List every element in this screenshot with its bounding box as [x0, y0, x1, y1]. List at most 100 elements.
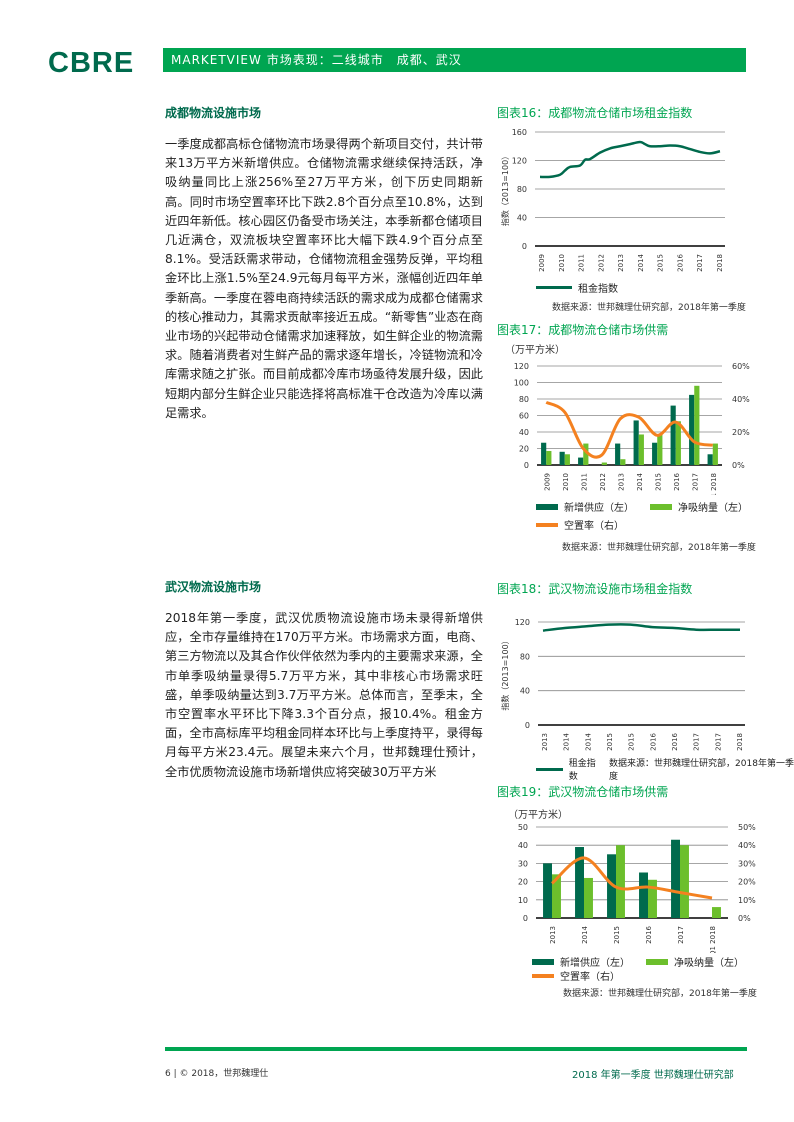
absorption-bar: [616, 845, 625, 918]
rent-index-line: [539, 140, 721, 179]
footer-right: 2018 年第一季度 世邦魏理仕研究部: [572, 1070, 734, 1081]
x-tick-label: 2013: [617, 254, 625, 272]
chart19-legend-vacancy: 空置率（右）: [532, 968, 620, 983]
chart18-source: 数据来源：世邦魏理仕研究部，2018年第一季度: [609, 759, 794, 782]
x-tick-label: 2015: [613, 926, 621, 944]
y-tick-label: 100: [514, 379, 529, 388]
x-tick-label: 2014: [636, 472, 644, 490]
y-axis-label: 指数（2013=100）: [500, 636, 510, 710]
y-tick-label: 80: [519, 395, 529, 404]
y-tick-label: 0: [524, 461, 529, 470]
supply-bar: [578, 457, 584, 465]
supply-bar: [575, 847, 584, 918]
y-tick-label: 0: [525, 721, 530, 730]
supply-bar: [670, 405, 676, 465]
legend-label: 租金指数: [578, 284, 618, 295]
y-tick-label: 40: [520, 687, 530, 696]
wuhan-body: 2018年第一季度，武汉优质物流设施市场未录得新增供应，全市存量维持在170万平…: [165, 611, 483, 779]
header-bar: MARKETVIEW 市场表现：二线城市 成都、武汉: [163, 48, 746, 72]
y-tick-label: 40: [518, 841, 528, 850]
absorption-bar: [675, 421, 681, 465]
rent-index-line: [542, 623, 740, 632]
absorption-bar: [712, 443, 718, 465]
x-tick-label: 2010: [558, 254, 566, 272]
legend-swatch: [532, 973, 554, 978]
y-tick-label: 120: [512, 157, 527, 166]
x-tick-label: 2012: [597, 254, 605, 272]
y-tick-label: 30: [518, 859, 528, 868]
x-tick-label: 2013: [617, 473, 625, 491]
y-tick-label: 80: [520, 652, 530, 661]
x-tick-label: 2012: [599, 473, 607, 491]
absorption-bar: [657, 434, 663, 465]
y-tick-label: 50: [518, 823, 528, 832]
absorption-bar: [546, 450, 552, 465]
y-tick-label: 20: [519, 445, 529, 454]
chart19-source: 数据来源：世邦魏理仕研究部，2018年第一季度: [563, 989, 757, 999]
absorption-bar: [552, 874, 561, 918]
absorption-bar: [564, 454, 570, 465]
x-tick-label: 2016: [673, 472, 681, 490]
x-tick-label: 2018: [736, 733, 744, 751]
x-tick-label: 2018: [716, 254, 724, 272]
x-tick-label: 2015: [606, 733, 614, 751]
absorption-bar: [638, 434, 644, 465]
x-tick-label: 2016: [645, 925, 653, 943]
legend-label: 净吸纳量（左）: [678, 503, 748, 514]
x-tick-label: 2009: [543, 473, 551, 491]
chart19-svg: 0 10 20 30 40 50 0% 10% 20% 30% 40% 50% 2013 2014 2015…: [518, 823, 756, 953]
chart16-source: 数据来源：世邦魏理仕研究部，2018年第一季度: [552, 303, 746, 313]
vacancy-line: [545, 400, 714, 459]
supply-bar: [652, 442, 658, 465]
absorption-bar: [601, 462, 607, 465]
chart18-title: 图表18：武汉物流设施市场租金指数: [497, 582, 693, 596]
x-tick-label: 2013: [549, 926, 557, 944]
wuhan-heading: 武汉物流设施市场: [165, 580, 262, 594]
legend-line-swatch: [536, 286, 572, 289]
y-tick-label: 160: [512, 128, 527, 137]
legend-line-swatch: [536, 767, 563, 771]
y-tick-label: 120: [515, 618, 530, 627]
x-tick-label: 2014: [584, 732, 592, 750]
x-tick-label: 2010: [562, 473, 570, 491]
y-tick-label: 80: [517, 185, 527, 194]
chart17-source: 数据来源：世邦魏理仕研究部，2018年第一季度: [562, 543, 756, 553]
chart16-legend: 租金指数: [536, 280, 618, 295]
chart18-svg: 0 40 80 120 指数（2013=100） 2013 2014 2014 2015 2015…: [500, 618, 745, 751]
y2-tick-label: 10%: [738, 896, 756, 905]
chengdu-heading: 成都物流设施市场: [165, 106, 262, 120]
legend-swatch: [650, 503, 672, 510]
y-tick-label: 40: [517, 214, 527, 223]
supply-bar: [615, 443, 621, 465]
chart17-title: 图表17：成都物流仓储市场供需: [497, 323, 669, 337]
chart17-legend-vacancy: 空置率（右）: [536, 517, 624, 532]
chart18-legend: 租金指数 数据来源：世邦魏理仕研究部，2018年第一季度: [536, 756, 794, 782]
x-tick-label: 2009: [538, 254, 546, 272]
chart17-unit: （万平方米）: [505, 345, 565, 356]
y2-tick-label: 40%: [738, 841, 756, 850]
chart19-legend-absorption: 净吸纳量（左）: [646, 954, 744, 969]
y2-tick-label: 50%: [738, 823, 756, 832]
supply-bar: [707, 454, 713, 465]
legend-label: 新增供应（左）: [560, 958, 630, 969]
x-tick-label: 2014: [581, 925, 589, 943]
legend-swatch: [532, 958, 554, 965]
chart16-svg: 0 40 80 120 160 指数（2013=100） 2009 2010 2011 2012 2…: [500, 128, 725, 272]
y2-tick-label: 30%: [738, 859, 756, 868]
cbre-logo: CBRE: [48, 47, 135, 79]
y2-tick-label: 20%: [738, 878, 756, 887]
chart19-legend-supply: 新增供应（左）: [532, 954, 630, 969]
y-tick-label: 120: [514, 362, 529, 371]
legend-label: 租金指数: [568, 759, 596, 782]
x-tick-label: 2016: [676, 253, 684, 271]
absorption-bar: [584, 877, 593, 918]
x-tick-label: 2017: [691, 473, 699, 491]
vacancy-line: [550, 856, 713, 900]
supply-bar: [543, 863, 552, 918]
y-tick-label: 0: [522, 242, 527, 251]
x-tick-label: 2014: [637, 253, 645, 271]
x-tick-label: 2015: [654, 473, 662, 491]
x-tick-label: 2017: [714, 733, 722, 751]
supply-bar: [689, 394, 695, 465]
